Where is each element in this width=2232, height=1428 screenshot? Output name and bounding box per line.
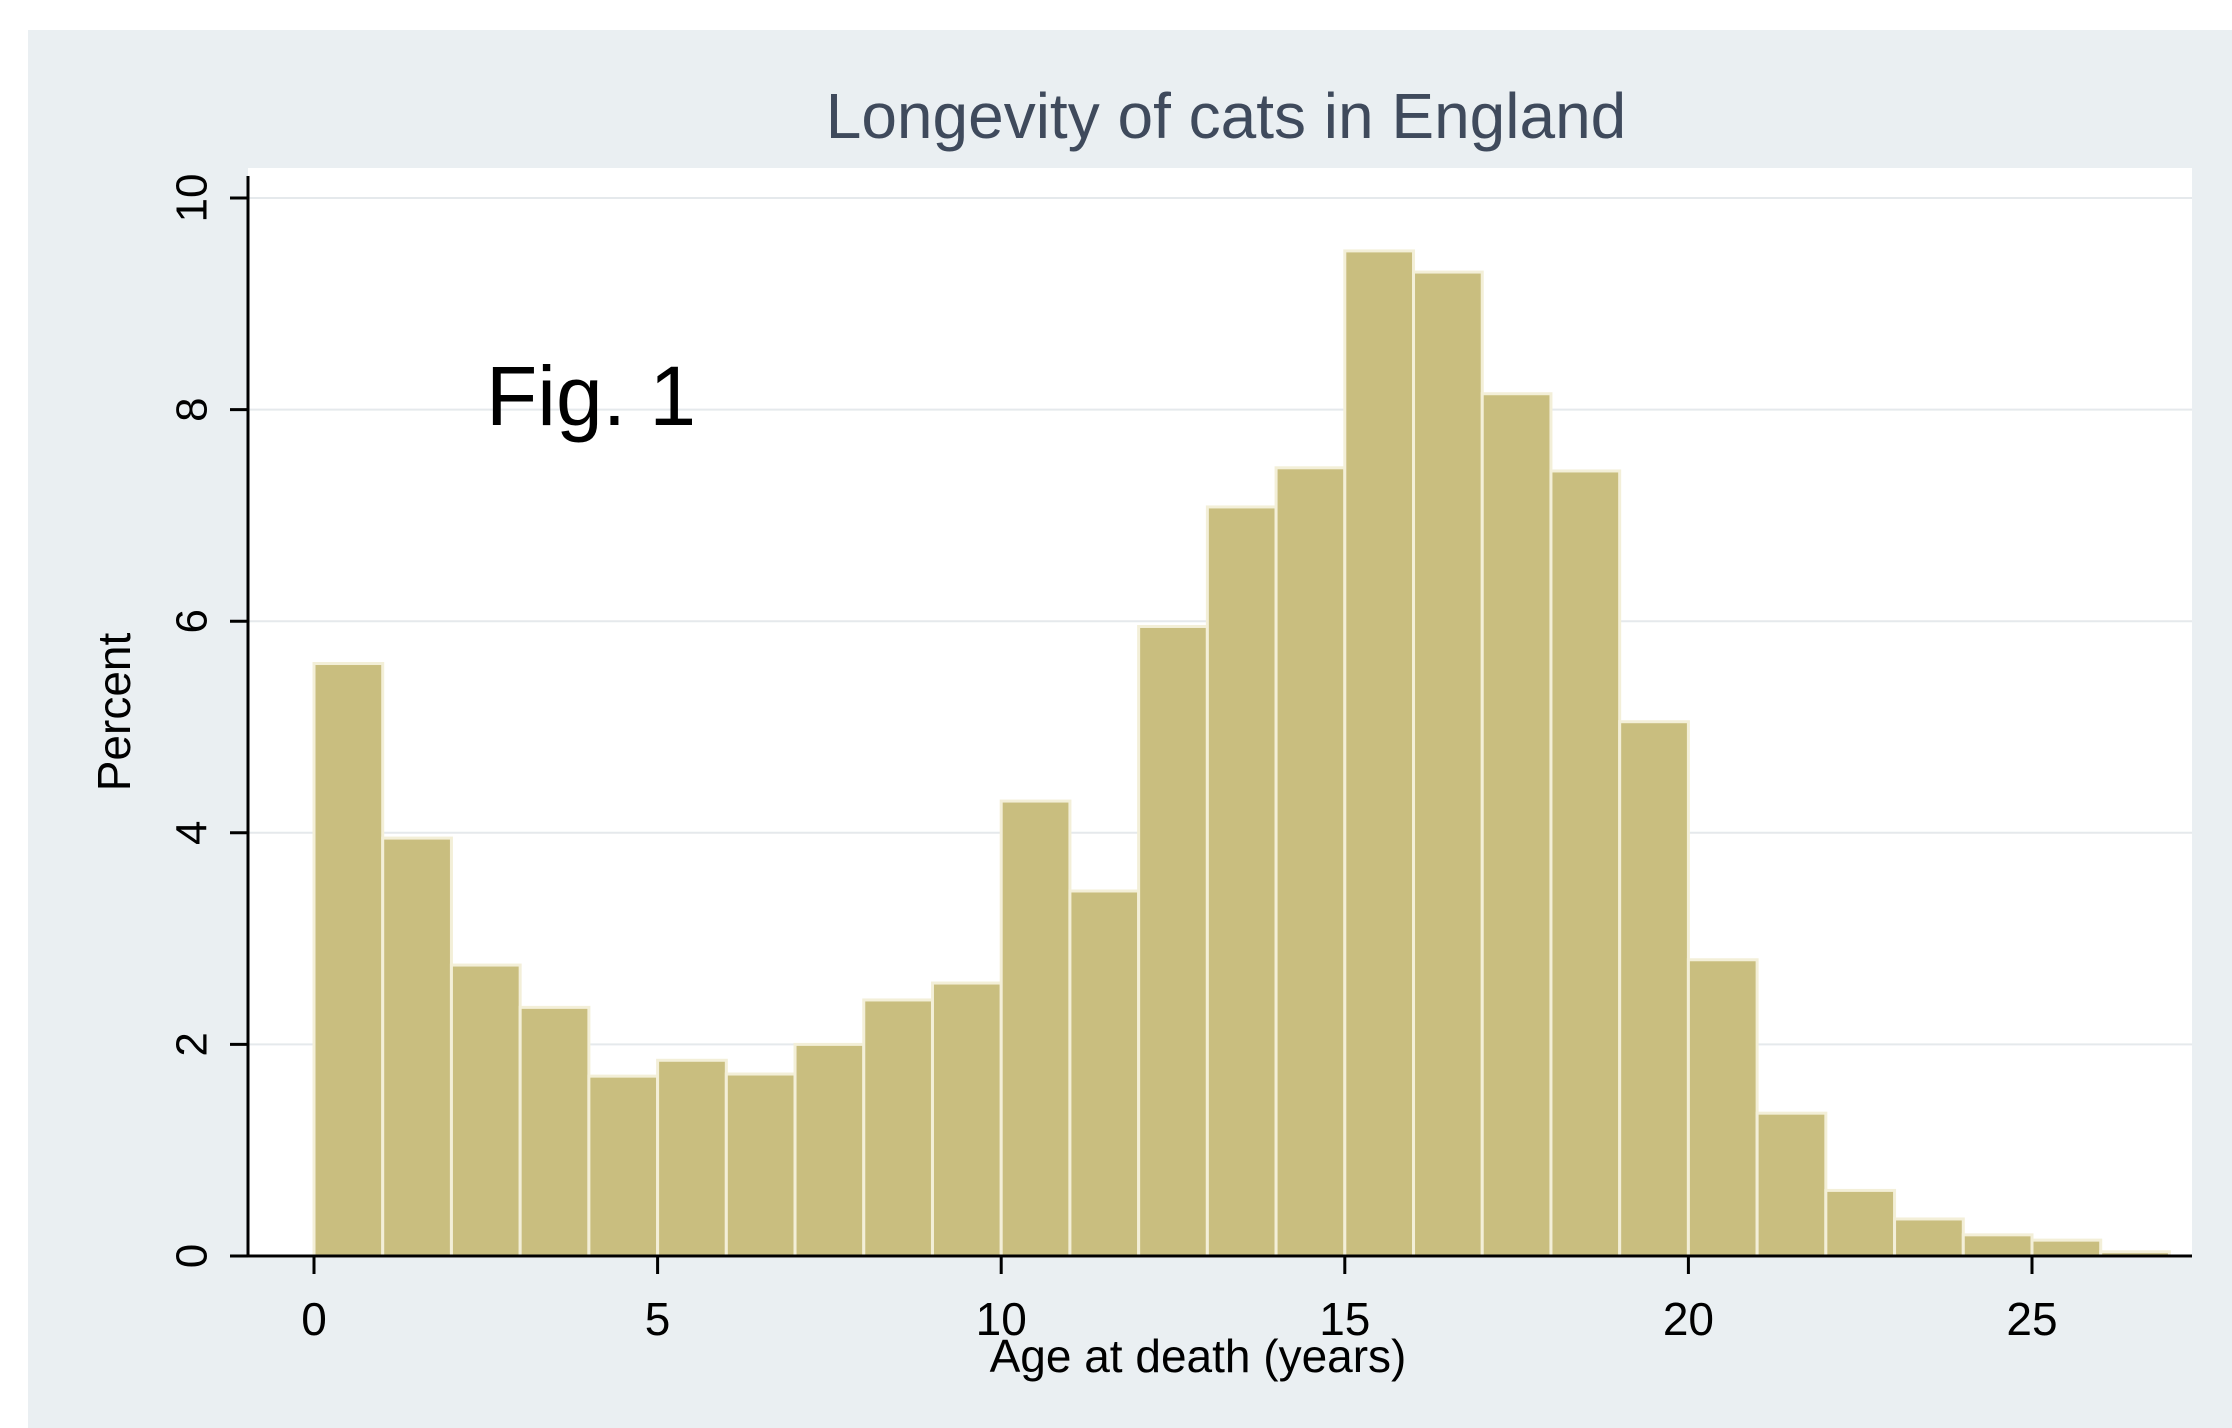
y-tick-label: 6	[168, 609, 217, 633]
bar	[1549, 469, 1622, 1258]
bar	[1961, 1233, 2034, 1258]
bar	[930, 981, 1003, 1258]
bar	[656, 1058, 728, 1258]
bar	[2030, 1238, 2103, 1258]
y-axis-label: Percent	[88, 633, 140, 792]
bars	[312, 249, 2171, 1258]
bar	[1343, 249, 1416, 1258]
bar	[1274, 466, 1347, 1258]
bar	[1686, 958, 1759, 1258]
bar	[862, 998, 934, 1258]
bar	[793, 1042, 866, 1258]
bar	[1137, 624, 1209, 1258]
y-tick-label: 0	[168, 1244, 217, 1268]
x-tick-label: 15	[1319, 1293, 1370, 1345]
bar	[1412, 270, 1484, 1258]
bar	[1893, 1217, 1965, 1258]
bar	[1205, 505, 1278, 1258]
bar	[1618, 720, 1690, 1258]
bar	[518, 1005, 591, 1258]
bar	[1480, 392, 1553, 1258]
bar	[587, 1074, 660, 1258]
bar	[449, 963, 522, 1258]
figure-label: Fig. 1	[486, 349, 696, 443]
x-tick-label: 5	[645, 1293, 671, 1345]
bar	[724, 1072, 797, 1258]
x-tick-label: 25	[2006, 1293, 2057, 1345]
chart-title: Longevity of cats in England	[826, 80, 1627, 152]
x-tick-label: 20	[1663, 1293, 1714, 1345]
y-tick-label: 2	[168, 1032, 217, 1056]
x-axis-label: Age at death (years)	[990, 1330, 1407, 1382]
y-tick-label: 10	[168, 174, 217, 223]
x-tick-label: 0	[301, 1293, 327, 1345]
bar	[381, 836, 453, 1258]
bar	[999, 799, 1072, 1258]
x-tick-label: 10	[976, 1293, 1027, 1345]
bar	[312, 662, 385, 1258]
bar	[1068, 889, 1141, 1258]
axes: 0 2 4 6 8 10 0 5 10 15 20 25	[168, 174, 2192, 1345]
y-tick-label: 8	[168, 397, 217, 421]
bar	[1824, 1188, 1897, 1258]
y-tick-label: 4	[168, 821, 217, 845]
bar	[1755, 1111, 1828, 1258]
